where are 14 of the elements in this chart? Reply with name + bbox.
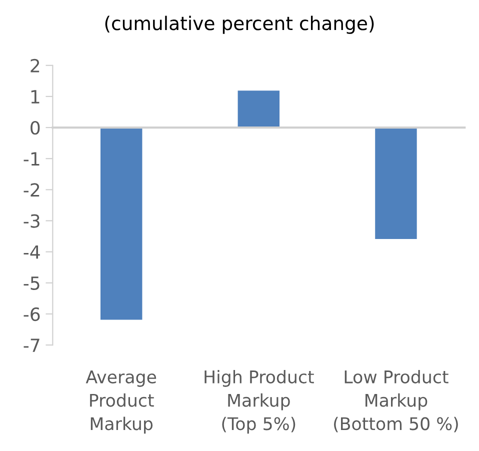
y-tick-label: -6: [24, 307, 40, 322]
x-tick-label: High Product Markup (Top 5%): [204, 370, 314, 434]
y-tick-label: 1: [31, 90, 40, 104]
y-tick-label: -1: [24, 152, 40, 166]
x-tick-label: Average Product Markup: [86, 370, 156, 434]
chart-subtitle: (cumulative percent change): [105, 16, 374, 34]
y-tick-label: -4: [24, 246, 40, 259]
y-tick-label: -2: [24, 183, 40, 197]
y-tick-label: -3: [24, 214, 40, 228]
y-tick-label: -7: [24, 338, 40, 352]
y-tick-label: 0: [30, 120, 40, 135]
y-tick-label: -5: [24, 276, 40, 290]
x-tick-label: Low Product Markup (Bottom 50 %): [334, 370, 458, 432]
y-tick-label: 2: [30, 58, 40, 72]
